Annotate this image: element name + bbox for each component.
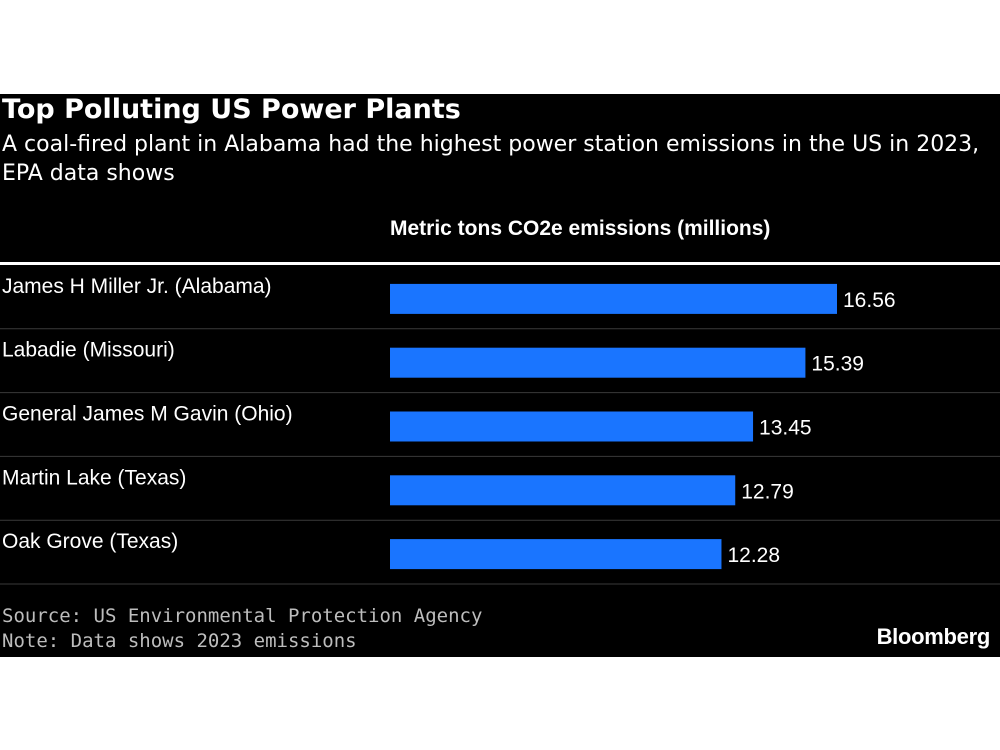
value-label: 12.79	[741, 480, 794, 503]
value-label: 15.39	[811, 353, 864, 376]
bar	[390, 283, 837, 314]
category-label: Martin Lake (Texas)	[2, 466, 186, 489]
bar	[390, 475, 736, 506]
value-label: 13.45	[759, 417, 812, 440]
chart-panel: Top Polluting US Power Plants A coal-fir…	[0, 94, 1000, 657]
chart-title: Top Polluting US Power Plants	[2, 94, 461, 125]
bloomberg-logo: Bloomberg	[876, 624, 991, 649]
x-axis-label: Metric tons CO2e emissions (millions)	[390, 217, 771, 240]
chart-subtitle: A coal-fired plant in Alabama had the hi…	[2, 132, 980, 186]
chart-footer: Source: US Environmental Protection Agen…	[2, 604, 482, 654]
data-note: Note: Data shows 2023 emissions	[2, 630, 357, 652]
value-label: 12.28	[727, 544, 780, 567]
source-note: Source: US Environmental Protection Agen…	[2, 605, 483, 627]
category-label: General James M Gavin (Ohio)	[2, 403, 293, 426]
category-label: Oak Grove (Texas)	[2, 530, 178, 553]
bar	[390, 539, 722, 570]
category-label: James H Miller Jr. (Alabama)	[2, 275, 272, 298]
bar	[390, 411, 754, 442]
bar-chart: James H Miller Jr. (Alabama) 16.56 Labadie…	[0, 262, 1000, 585]
bar	[390, 347, 806, 378]
value-label: 16.56	[843, 289, 896, 312]
category-label: Labadie (Missouri)	[2, 339, 175, 362]
